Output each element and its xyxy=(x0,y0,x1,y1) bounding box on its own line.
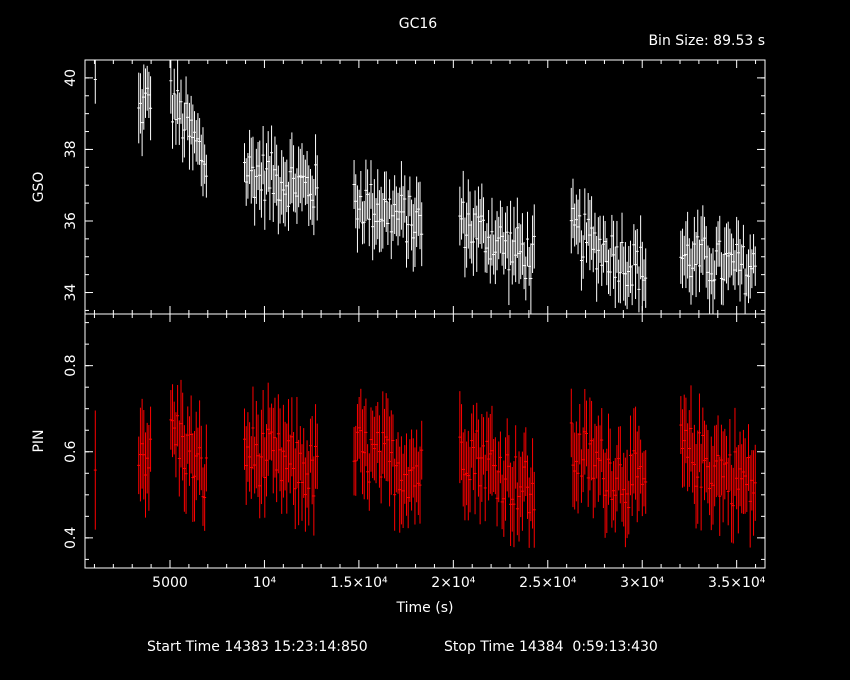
gso-data-points xyxy=(93,60,757,314)
start-time-label: Start Time 14383 15:23:14:850 xyxy=(147,639,368,655)
x-tick-label: 1.5×10⁴ xyxy=(330,575,388,591)
x-tick-label: 10⁴ xyxy=(253,575,277,591)
stop-time-label: Stop Time 14384 0:59:13:430 xyxy=(444,639,658,655)
pin-data-points xyxy=(93,379,757,548)
x-tick-label: 2.5×10⁴ xyxy=(519,575,577,591)
gso-y-axis-label: GSO xyxy=(31,172,47,203)
y-tick-label: 36 xyxy=(63,212,79,230)
x-tick-label: 3.5×10⁴ xyxy=(708,575,766,591)
pin-axes: 0.4 0.6 0.8 xyxy=(63,322,765,560)
y-tick-label: 38 xyxy=(63,141,79,159)
y-tick-label: 0.4 xyxy=(63,527,79,549)
y-tick-label: 40 xyxy=(63,69,79,87)
gso-panel: 34 36 38 40 GSO xyxy=(31,59,766,315)
chart-title: GC16 xyxy=(399,16,438,32)
y-tick-label: 0.8 xyxy=(63,355,79,377)
x-axis-ticks: 5000 10⁴ 1.5×10⁴ 2×10⁴ 2.5×10⁴ 3×10⁴ 3.5×10⁴ xyxy=(93,60,766,591)
gso-axes: 34 36 38 40 xyxy=(63,59,765,311)
x-axis-label: Time (s) xyxy=(396,600,454,616)
x-tick-label: 3×10⁴ xyxy=(620,575,664,591)
x-tick-label: 5000 xyxy=(152,575,188,591)
y-tick-label: 0.6 xyxy=(63,441,79,463)
gso-panel-frame xyxy=(84,59,766,315)
bin-size-label: Bin Size: 89.53 s xyxy=(648,33,765,49)
x-tick-label: 2×10⁴ xyxy=(431,575,475,591)
y-tick-label: 34 xyxy=(63,284,79,302)
pin-panel: 0.4 0.6 0.8 PIN xyxy=(31,313,766,569)
pin-panel-frame xyxy=(84,313,766,569)
pin-y-axis-label: PIN xyxy=(31,429,47,452)
